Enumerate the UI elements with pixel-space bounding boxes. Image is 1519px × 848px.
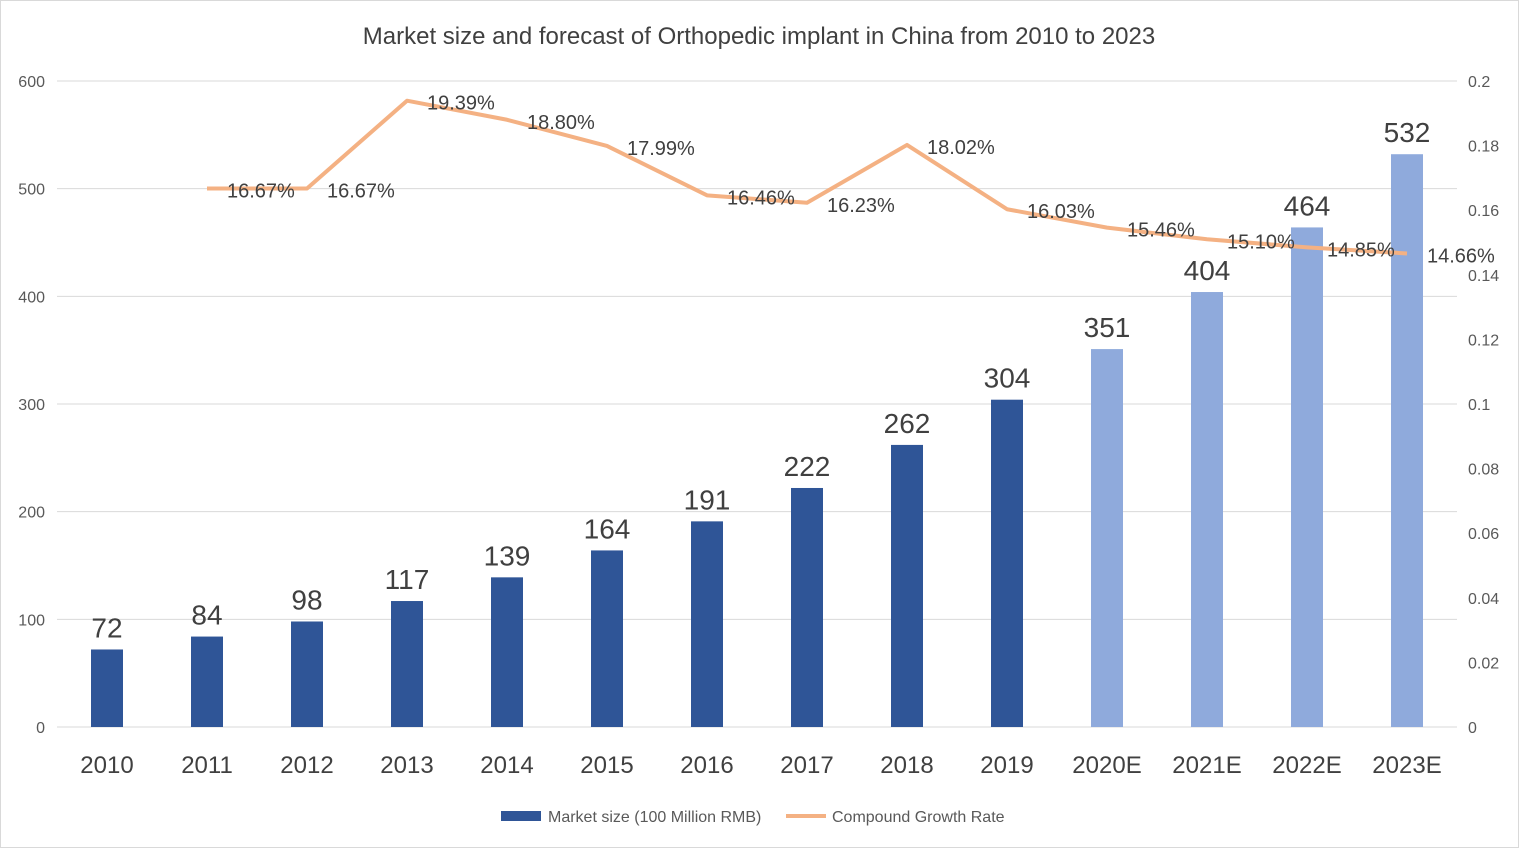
rate-value-label: 16.03% — [1027, 201, 1095, 223]
bar-value-label: 464 — [1284, 190, 1331, 221]
right-tick-label: 0.06 — [1468, 526, 1499, 543]
right-tick-label: 0.16 — [1468, 203, 1499, 220]
x-tick-label: 2023E — [1372, 752, 1441, 779]
left-tick-label: 500 — [18, 182, 45, 199]
right-tick-label: 0.02 — [1468, 655, 1499, 672]
growth-rate-line — [207, 98, 1408, 256]
bar — [1191, 292, 1223, 727]
x-tick-label: 2022E — [1272, 752, 1341, 779]
bar — [691, 521, 723, 727]
left-tick-label: 600 — [18, 74, 45, 91]
right-tick-label: 0.1 — [1468, 397, 1490, 414]
bar — [391, 601, 423, 727]
bar-value-label: 191 — [684, 484, 731, 515]
x-tick-label: 2012 — [280, 752, 333, 779]
bar-value-label: 164 — [584, 513, 631, 544]
rate-value-label: 16.23% — [827, 195, 895, 217]
rate-value-label: 19.39% — [427, 93, 495, 115]
x-axis-labels: 2010 2011 2012 2013 2014 2015 2016 2017 2018 2019… — [80, 752, 1441, 779]
left-tick-label: 300 — [18, 397, 45, 414]
bar-value-label: 304 — [984, 363, 1031, 394]
rate-value-label: 16.46% — [727, 187, 795, 209]
rate-value-label: 16.67% — [327, 181, 395, 203]
legend-swatch-bar — [501, 811, 541, 821]
left-tick-label: 0 — [36, 720, 45, 737]
rate-data-labels: 16.67% 16.67% 19.39% 18.80% 17.99% 16.46% 16.2… — [227, 93, 1495, 268]
x-tick-label: 2017 — [780, 752, 833, 779]
bar-value-label: 532 — [1384, 117, 1431, 148]
bar — [1091, 349, 1123, 727]
bar — [1291, 227, 1323, 727]
right-tick-label: 0.18 — [1468, 139, 1499, 156]
left-tick-label: 100 — [18, 612, 45, 629]
right-axis-ticks: 0 0.02 0.04 0.06 0.08 0.1 0.12 0.14 0.16 0.18 0.2 — [1468, 74, 1499, 737]
right-tick-label: 0.12 — [1468, 332, 1499, 349]
bar-value-label: 117 — [385, 564, 430, 595]
x-tick-label: 2019 — [980, 752, 1033, 779]
x-tick-label: 2016 — [680, 752, 733, 779]
bar — [1391, 154, 1423, 728]
x-tick-label: 2013 — [380, 752, 433, 779]
bar-value-label: 139 — [484, 540, 531, 571]
bar — [991, 399, 1023, 727]
x-tick-label: 2021E — [1172, 752, 1241, 779]
rate-value-label: 16.67% — [227, 181, 295, 203]
x-tick-label: 2010 — [80, 752, 133, 779]
x-tick-label: 2014 — [480, 752, 533, 779]
bar-value-label: 351 — [1084, 312, 1131, 343]
legend-label-bar: Market size (100 Million RMB) — [548, 809, 761, 826]
bar — [591, 550, 623, 727]
legend: Market size (100 Million RMB) Compound G… — [501, 809, 1005, 826]
bar — [791, 487, 823, 727]
bar-value-label: 404 — [1184, 255, 1231, 286]
rate-value-label: 14.85% — [1327, 239, 1395, 261]
left-tick-label: 200 — [18, 505, 45, 522]
left-axis-ticks: 0 100 200 300 400 500 600 — [18, 74, 45, 737]
bar-value-label: 98 — [291, 584, 322, 615]
rate-value-label: 15.10% — [1227, 231, 1295, 253]
bar-value-label: 84 — [191, 600, 222, 631]
chart-title: Market size and forecast of Orthopedic i… — [363, 23, 1155, 50]
right-tick-label: 0 — [1468, 720, 1477, 737]
bar-value-label: 222 — [784, 451, 831, 482]
x-tick-label: 2018 — [880, 752, 933, 779]
x-tick-label: 2011 — [181, 752, 233, 779]
bar — [891, 444, 923, 727]
left-tick-label: 400 — [18, 289, 45, 306]
rate-value-label: 18.02% — [927, 137, 995, 159]
bar-value-label: 72 — [91, 612, 122, 643]
bar — [91, 649, 123, 727]
bar — [491, 577, 523, 727]
right-tick-label: 0.14 — [1468, 268, 1499, 285]
line-series — [207, 98, 1408, 256]
bar-series — [91, 154, 1423, 728]
legend-label-line: Compound Growth Rate — [832, 809, 1005, 826]
rate-value-label: 18.80% — [527, 112, 595, 134]
bar — [291, 621, 323, 727]
gridlines — [57, 80, 1457, 728]
right-tick-label: 0.08 — [1468, 462, 1499, 479]
right-tick-label: 0.2 — [1468, 74, 1490, 91]
rate-value-label: 17.99% — [627, 138, 695, 160]
x-tick-label: 2015 — [580, 752, 633, 779]
x-tick-label: 2020E — [1072, 752, 1141, 779]
rate-value-label: 14.66% — [1427, 245, 1495, 267]
rate-value-label: 15.46% — [1127, 220, 1195, 242]
right-tick-label: 0.04 — [1468, 591, 1499, 608]
bar-data-labels: 72 84 98 117 139 164 191 222 262 304 351 404 464 532 — [91, 117, 1430, 643]
bar-value-label: 262 — [884, 408, 931, 439]
bar — [191, 636, 223, 727]
